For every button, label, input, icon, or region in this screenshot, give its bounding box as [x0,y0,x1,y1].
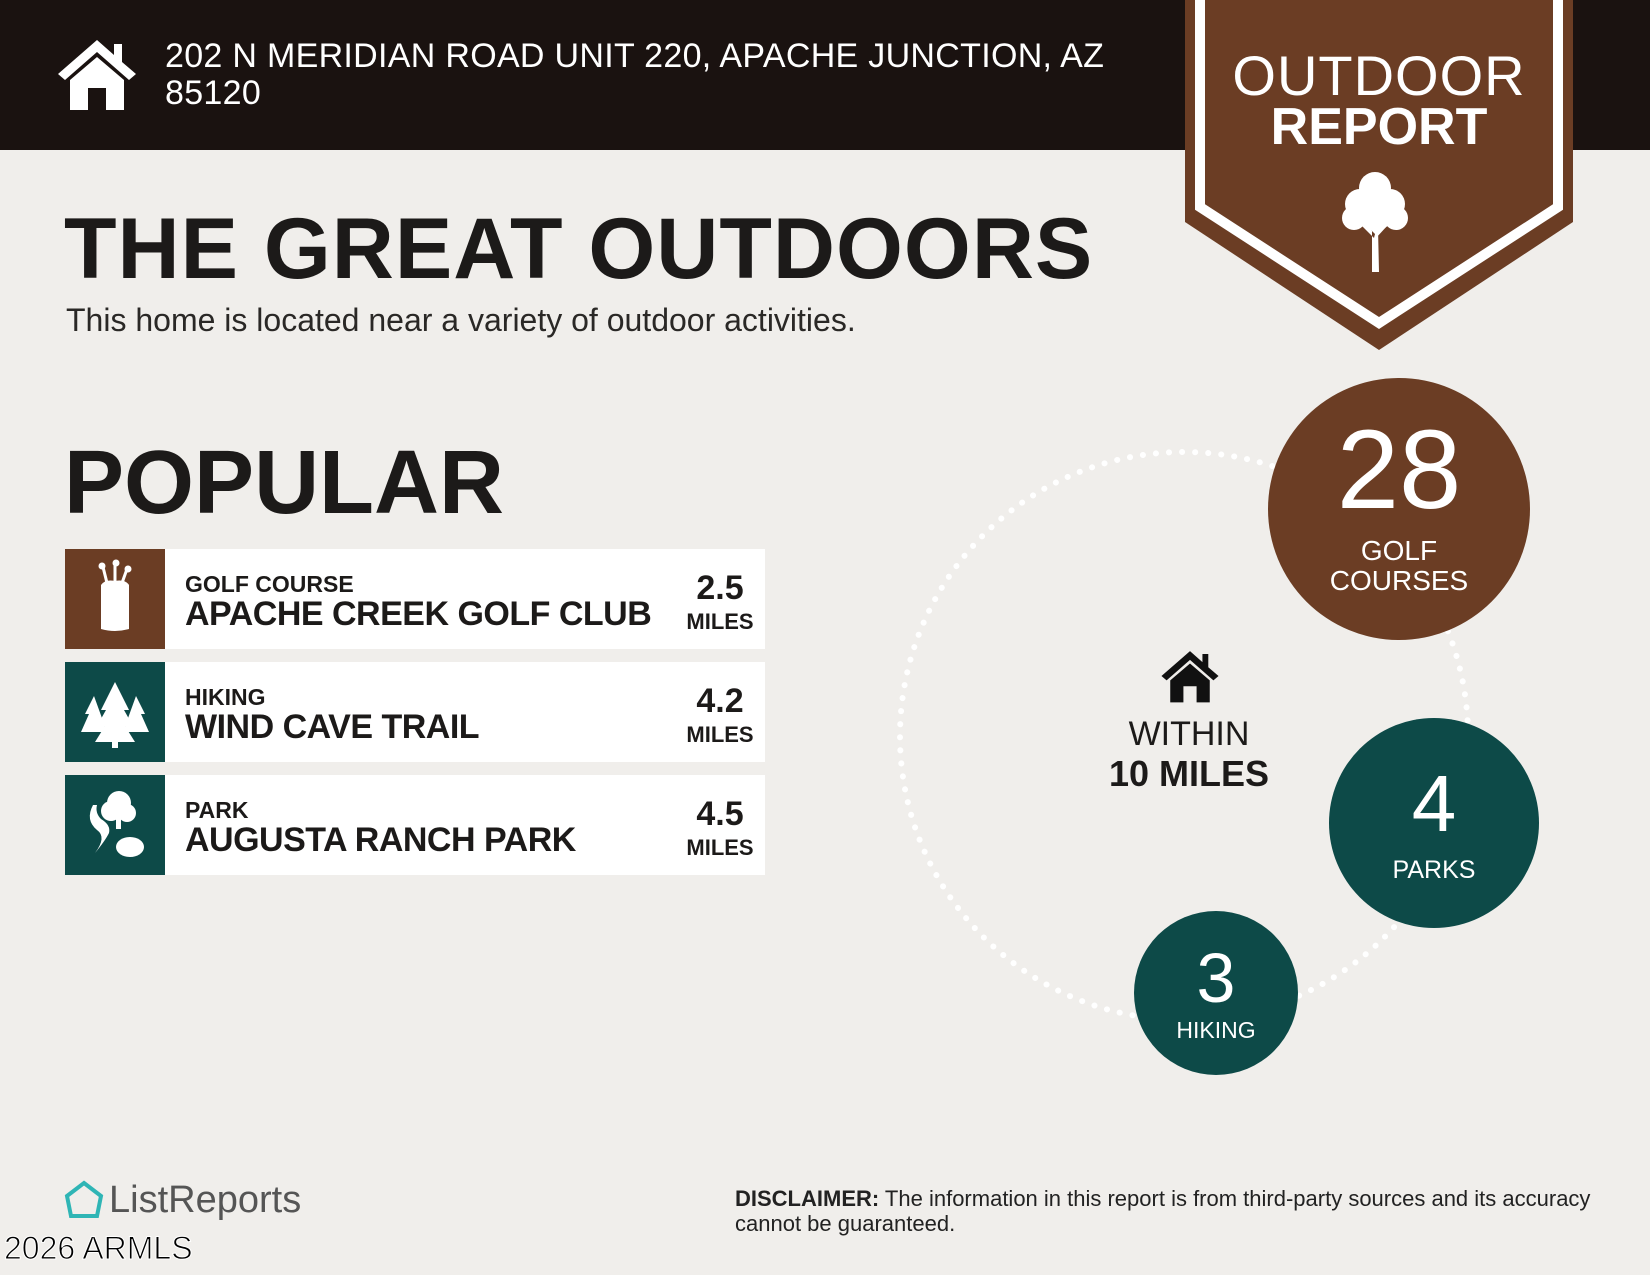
popular-item-golf: GOLF COURSE APACHE CREEK GOLF CLUB 2.5 M… [65,549,765,649]
stat-label: PARKS [1392,856,1476,884]
disclaimer: DISCLAIMER: The information in this repo… [735,1186,1615,1236]
item-distance: 2.5 [696,569,744,607]
stat-label: COURSES [1329,565,1469,596]
item-category: HIKING [185,684,266,710]
house-icon [58,40,136,110]
badge-title-line1: OUTDOOR [1232,44,1526,107]
logo-house-icon [64,1180,104,1218]
stat-golf-courses: 28 GOLF COURSES [1268,378,1530,640]
listreports-logo: ListReports [63,1178,302,1221]
copyright-watermark: 2026 ARMLS [4,1230,194,1267]
stat-count: 3 [1196,939,1236,1017]
stat-count: 28 [1336,407,1462,532]
badge-title-line2: REPORT [1270,98,1488,156]
stat-parks: 4 PARKS [1329,718,1539,928]
stat-label: HIKING [1176,1017,1256,1043]
golf-bag-icon [65,549,165,649]
popular-heading: POPULAR [64,433,505,533]
disclaimer-label: DISCLAIMER: [735,1186,880,1211]
stat-hiking: 3 HIKING [1134,911,1298,1075]
item-category: GOLF COURSE [185,571,354,597]
item-name: WIND CAVE TRAIL [185,708,480,746]
item-name: AUGUSTA RANCH PARK [185,821,576,859]
stat-label: GOLF [1360,535,1438,566]
park-icon [65,775,165,875]
popular-item-park: PARK AUGUSTA RANCH PARK 4.5 MILES [65,775,765,875]
item-unit: MILES [686,609,754,634]
page-title: THE GREAT OUTDOORS [64,201,1094,297]
popular-item-hiking: HIKING WIND CAVE TRAIL 4.2 MILES [65,662,765,762]
item-unit: MILES [686,722,754,747]
logo-text: ListReports [109,1178,302,1221]
item-distance: 4.5 [696,795,744,833]
property-address: 202 N MERIDIAN ROAD UNIT 220, APACHE JUN… [165,37,1105,112]
item-unit: MILES [686,835,754,860]
item-name: APACHE CREEK GOLF CLUB [185,595,652,633]
pine-trees-icon [65,662,165,762]
page-subtitle: This home is located near a variety of o… [66,302,856,338]
item-category: PARK [185,797,249,823]
item-distance: 4.2 [696,682,744,720]
house-icon [1161,651,1219,703]
disclaimer-text: The information in this report is from t… [735,1186,1591,1236]
radius-label-line1: WITHIN [1128,715,1250,753]
tree-icon [1342,172,1408,272]
radius-label-line2: 10 MILES [1108,753,1270,794]
stat-count: 4 [1411,759,1457,848]
